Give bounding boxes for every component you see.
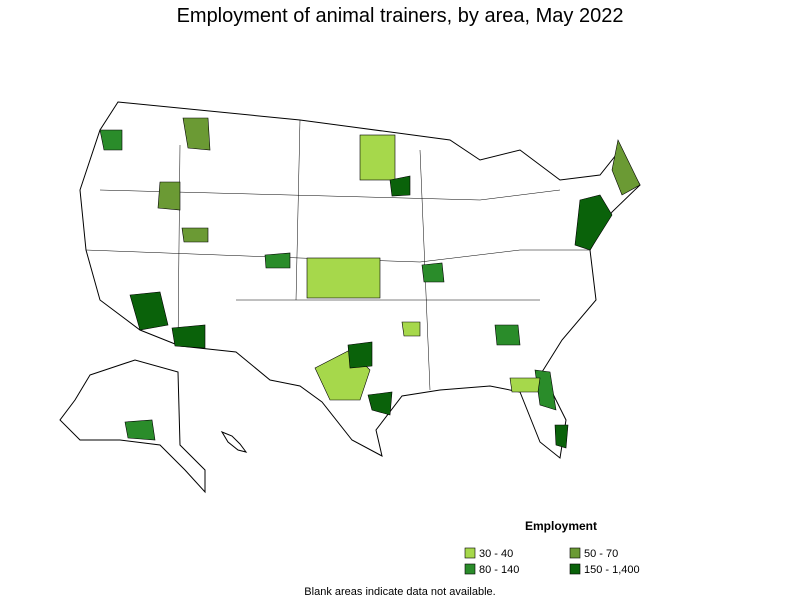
area xyxy=(157,181,181,211)
legend-label: 30 - 40 xyxy=(479,548,513,560)
area xyxy=(264,252,291,269)
area xyxy=(129,291,169,331)
area xyxy=(509,377,541,393)
legend-title: Employment xyxy=(525,519,597,533)
legend-swatch xyxy=(569,547,581,559)
legend-swatch xyxy=(464,547,476,559)
legend-swatch xyxy=(569,563,581,575)
area xyxy=(389,175,411,197)
map-title: Employment of animal trainers, by area, … xyxy=(177,5,624,27)
area xyxy=(99,129,123,151)
area xyxy=(401,321,421,337)
map xyxy=(59,101,641,494)
area xyxy=(171,324,206,349)
hawaii xyxy=(220,430,248,453)
state-border xyxy=(85,249,590,263)
state-border xyxy=(295,119,301,301)
legend-label: 80 - 140 xyxy=(479,564,519,576)
area xyxy=(494,324,521,346)
legend-swatch xyxy=(464,563,476,575)
area xyxy=(306,257,381,299)
legend-label: 150 - 1,400 xyxy=(584,564,640,576)
area xyxy=(347,341,373,369)
area xyxy=(367,391,393,416)
area xyxy=(359,134,396,181)
area xyxy=(574,194,613,251)
state-border xyxy=(177,144,181,347)
area xyxy=(554,424,569,449)
legend: Employment 30 - 40 50 - 70 80 - 140 150 - 1… xyxy=(464,519,640,576)
legend-label: 50 - 70 xyxy=(584,548,618,560)
footnote: Blank areas indicate data not available. xyxy=(304,586,495,598)
area xyxy=(534,369,557,411)
area xyxy=(611,139,641,196)
area xyxy=(182,117,211,151)
area xyxy=(124,419,156,441)
state-border xyxy=(99,189,561,201)
area xyxy=(421,262,445,283)
area xyxy=(181,227,209,243)
